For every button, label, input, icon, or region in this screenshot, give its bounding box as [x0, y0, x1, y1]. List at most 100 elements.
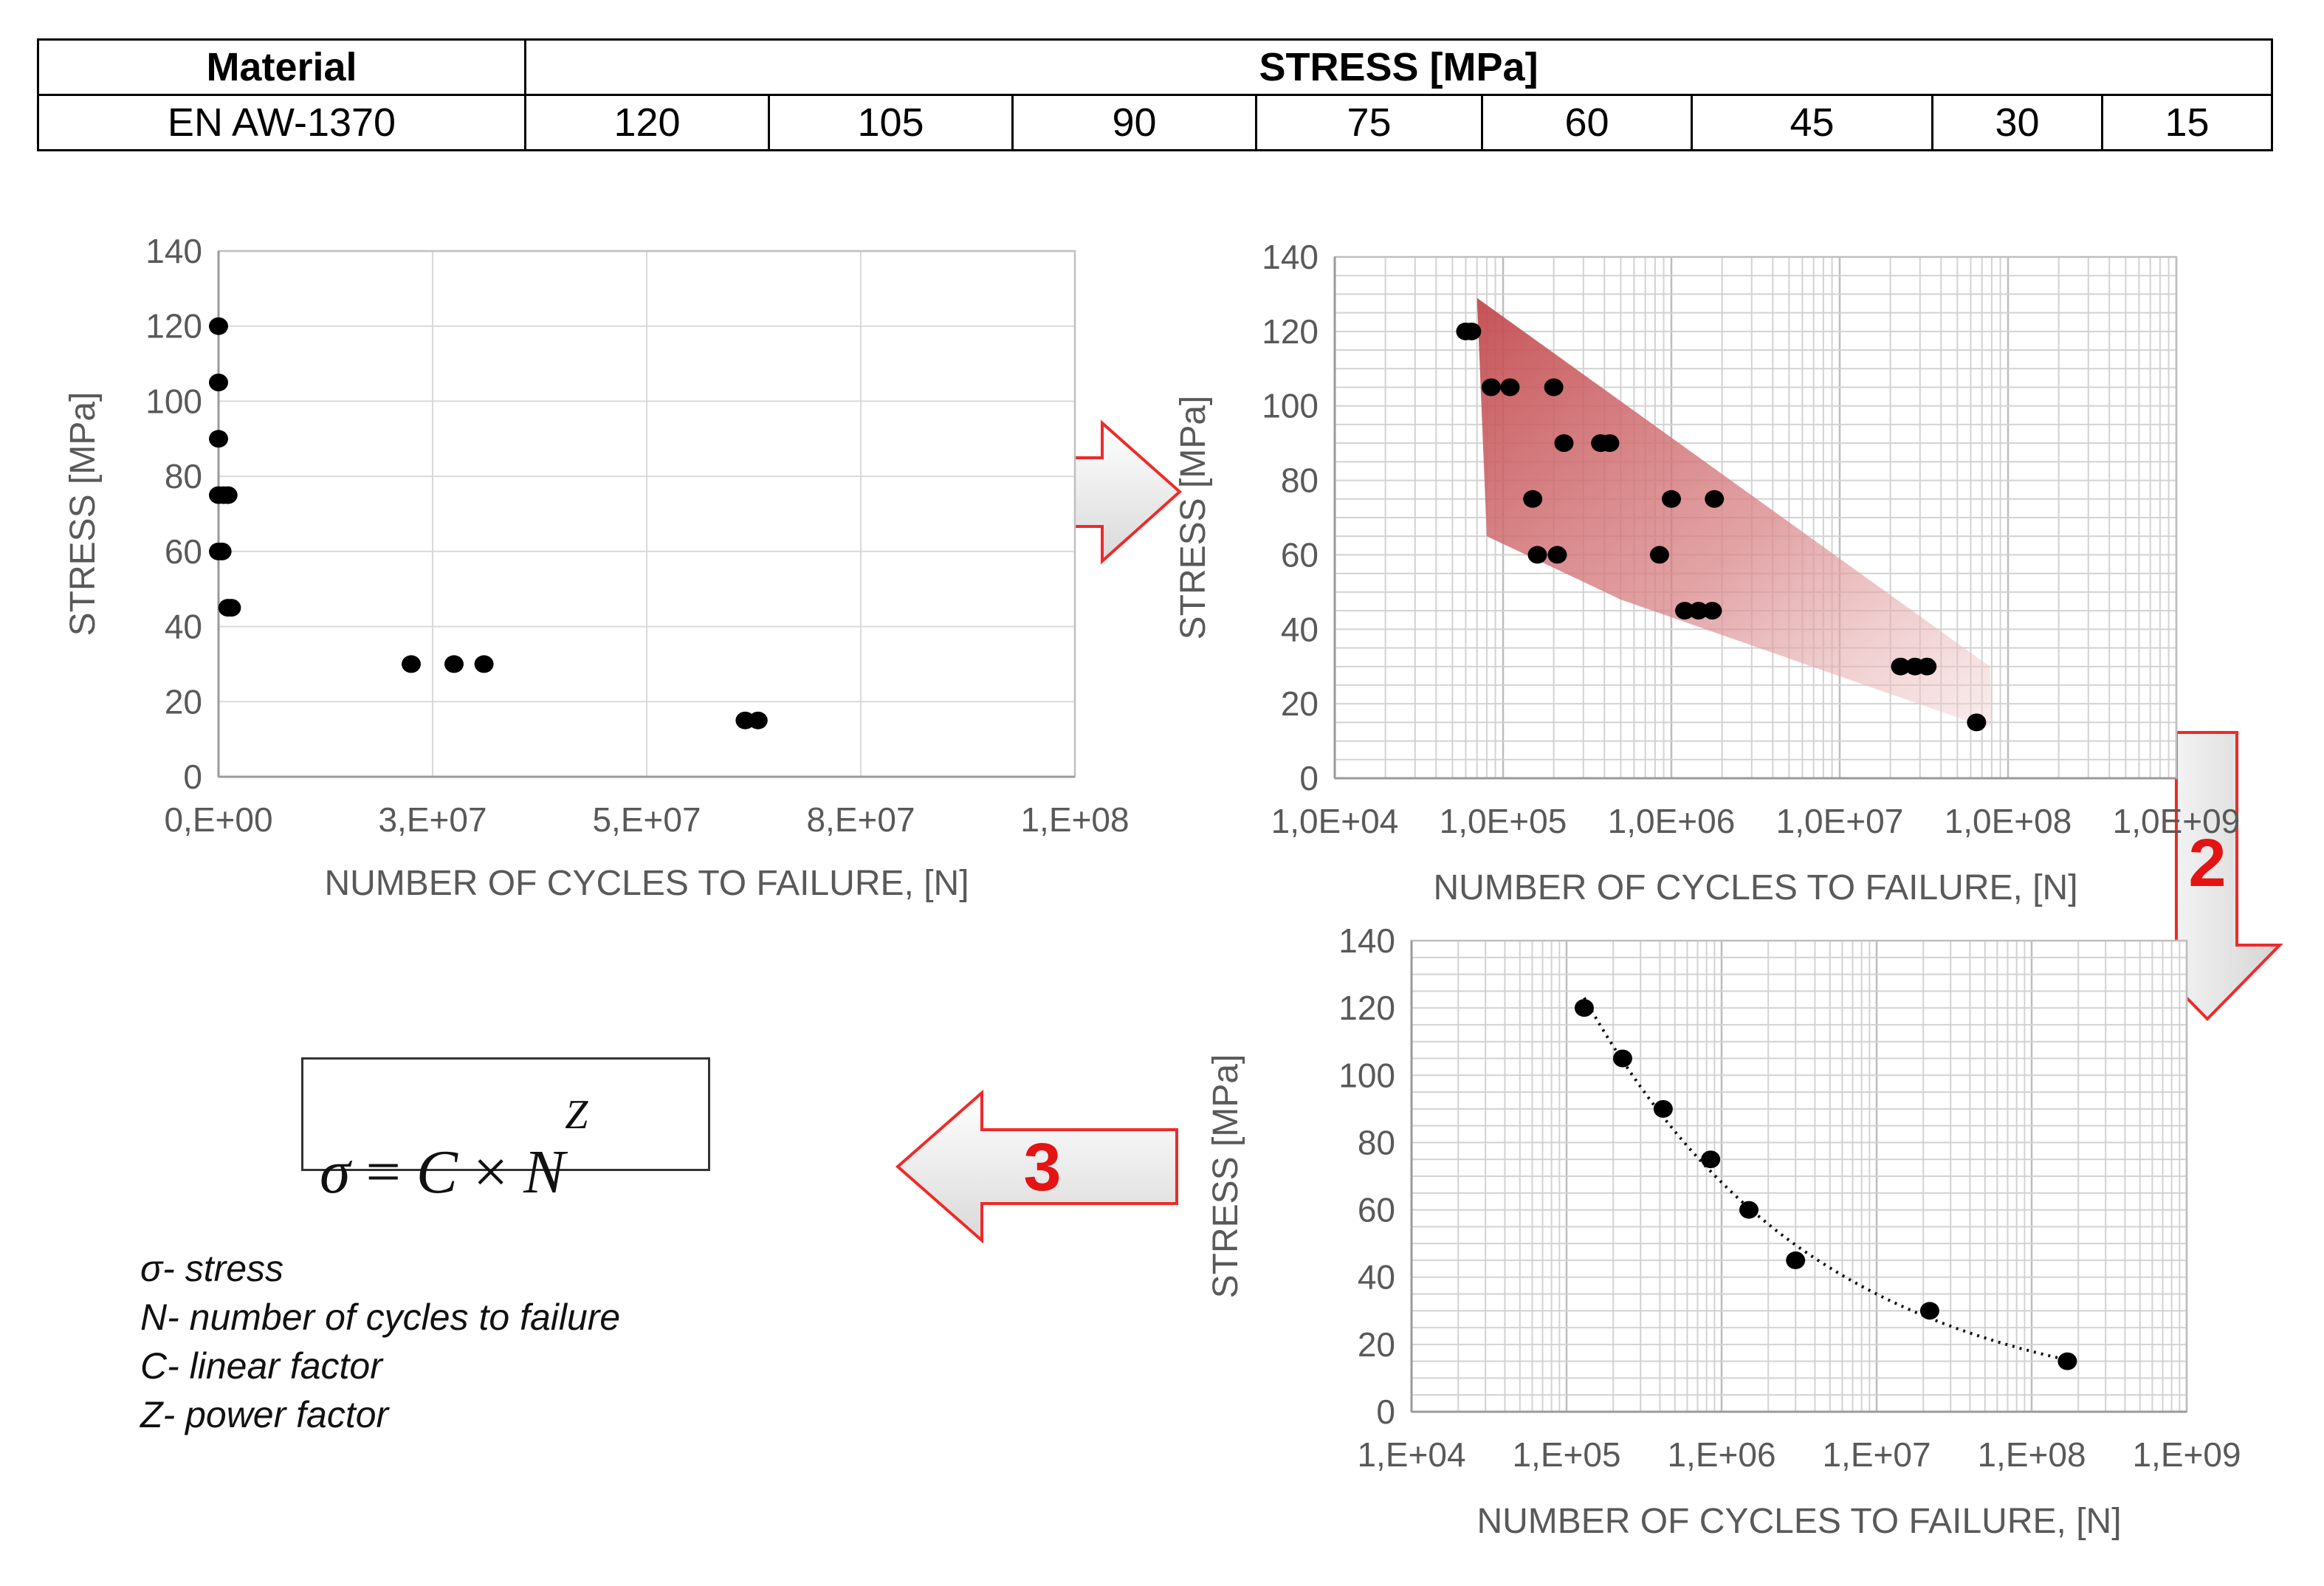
y-tick-label: 140 — [1262, 238, 1319, 276]
data-point — [402, 655, 421, 673]
data-point — [1919, 1302, 1939, 1320]
y-tick-label: 0 — [1376, 1393, 1395, 1431]
stress-level-cell: 120 — [524, 94, 770, 151]
data-point — [2057, 1352, 2077, 1370]
y-tick-label: 80 — [165, 457, 202, 495]
x-axis-title: NUMBER OF CYCLES TO FAILURE, [N] — [1433, 868, 2077, 907]
chart-log-band: 0 20 40 60 80 100 120 140 1,0E+04 1,0E+05 1,0E+06 1… — [1174, 238, 2240, 907]
y-tick-label: 40 — [1358, 1258, 1395, 1297]
data-point — [221, 599, 241, 617]
y-axis-title: STRESS [MPa] — [1206, 1054, 1245, 1299]
legend-item: N- number of cycles to failure — [140, 1297, 621, 1338]
y-tick-label: 0 — [183, 758, 202, 796]
data-point — [1688, 602, 1708, 620]
legend-item: C- linear factor — [140, 1345, 382, 1387]
stress-table: Material STRESS [MPa] EN AW-1370 120 105… — [37, 38, 2274, 151]
x-tick-label: 1,0E+04 — [1271, 802, 1399, 840]
formula-times: × — [472, 1138, 509, 1206]
y-tick-label: 80 — [1281, 461, 1319, 500]
x-tick-label: 1,E+06 — [1667, 1435, 1775, 1474]
x-tick-label: 0,E+00 — [164, 800, 272, 839]
stress-level-cell: 90 — [1011, 94, 1257, 151]
formula-equals: = — [365, 1138, 401, 1206]
x-tick-label: 1,E+07 — [1822, 1435, 1931, 1474]
stress-level-cell: 75 — [1255, 94, 1483, 151]
data-point — [1523, 490, 1543, 508]
scatter-band — [1476, 298, 1992, 727]
x-tick-label: 5,E+07 — [592, 800, 701, 839]
data-point — [1554, 434, 1574, 453]
data-point — [1662, 490, 1681, 508]
x-tick-label: 1,E+04 — [1357, 1435, 1465, 1474]
data-point — [218, 486, 238, 504]
data-point — [1786, 1251, 1806, 1269]
stress-level-cell: 15 — [2100, 94, 2274, 151]
arrow-number: 3 — [1023, 1130, 1061, 1205]
data-point — [1481, 378, 1501, 396]
data-point — [1600, 434, 1620, 453]
y-tick-label: 100 — [1262, 387, 1319, 425]
stress-level-cell: 45 — [1691, 94, 1933, 151]
data-point — [1527, 546, 1547, 564]
x-tick-label: 1,0E+05 — [1440, 802, 1567, 840]
x-tick-label: 1,E+09 — [2132, 1435, 2241, 1474]
x-axis-title: NUMBER OF CYCLES TO FAILURE, [N] — [324, 864, 969, 903]
data-point — [748, 711, 768, 730]
data-point — [212, 542, 232, 560]
data-point — [1702, 602, 1722, 620]
y-axis-title: STRESS [MPa] — [63, 392, 103, 636]
data-point — [1705, 490, 1725, 508]
data-point — [209, 430, 228, 448]
chart-log-fit: 0 20 40 60 80 100 120 140 1,E+04 1,E+05 1,E+06 1,E+… — [1206, 921, 2241, 1541]
material-header: Material — [37, 38, 526, 96]
x-tick-label: 3,E+07 — [378, 800, 487, 839]
formula-c: C — [416, 1138, 458, 1206]
data-point — [1547, 546, 1567, 564]
y-tick-label: 100 — [1338, 1056, 1395, 1094]
y-tick-label: 100 — [145, 382, 202, 420]
formula-legend: σ- stress N- number of cycles to failure… — [140, 1244, 620, 1439]
y-tick-label: 20 — [1281, 684, 1319, 723]
data-point — [1917, 657, 1937, 676]
y-tick-label: 120 — [145, 307, 202, 346]
y-tick-label: 40 — [165, 608, 202, 646]
stress-level-cell: 60 — [1481, 94, 1693, 151]
y-tick-label: 20 — [1358, 1325, 1395, 1364]
formula-box: σ = C × NZ — [301, 1057, 710, 1206]
data-point — [1612, 1049, 1632, 1068]
y-tick-label: 20 — [165, 682, 202, 721]
y-tick-label: 60 — [1358, 1191, 1395, 1229]
formula-z: Z — [565, 1092, 588, 1138]
y-tick-label: 80 — [1358, 1123, 1395, 1161]
x-tick-label: 8,E+07 — [806, 800, 915, 839]
data-point — [1701, 1150, 1721, 1169]
data-point — [1675, 602, 1695, 620]
data-point — [1739, 1201, 1759, 1219]
y-tick-label: 0 — [1299, 759, 1319, 797]
x-tick-label: 1,E+08 — [1977, 1435, 2086, 1474]
x-tick-label: 1,0E+08 — [1945, 802, 2072, 840]
formula-n: N — [523, 1138, 565, 1206]
stress-header: STRESS [MPa] — [523, 38, 2274, 96]
arrow-number: 2 — [2188, 825, 2226, 901]
data-point — [1462, 322, 1482, 340]
legend-item: Z- power factor — [140, 1394, 389, 1435]
data-point — [1544, 378, 1564, 396]
formula-sigma: σ — [320, 1138, 351, 1206]
x-tick-label: 1,0E+07 — [1776, 802, 1904, 840]
data-point — [474, 655, 494, 673]
y-axis-title: STRESS [MPa] — [1174, 396, 1213, 640]
y-tick-label: 140 — [1338, 921, 1395, 960]
data-point — [209, 317, 228, 335]
data-point — [1967, 713, 1987, 732]
y-tick-label: 140 — [145, 232, 202, 270]
x-axis-title: NUMBER OF CYCLES TO FAILURE, [N] — [1476, 1502, 2121, 1541]
y-tick-label: 60 — [165, 532, 202, 571]
stress-level-cell: 30 — [1931, 94, 2103, 151]
data-point — [1500, 378, 1520, 396]
y-tick-label: 120 — [1338, 989, 1395, 1027]
chart-linear: 0 20 40 60 80 100 120 140 0,E+00 3,E+07 5,E+07 8,E+… — [63, 232, 1130, 903]
x-tick-label: 1,0E+09 — [2113, 802, 2241, 840]
